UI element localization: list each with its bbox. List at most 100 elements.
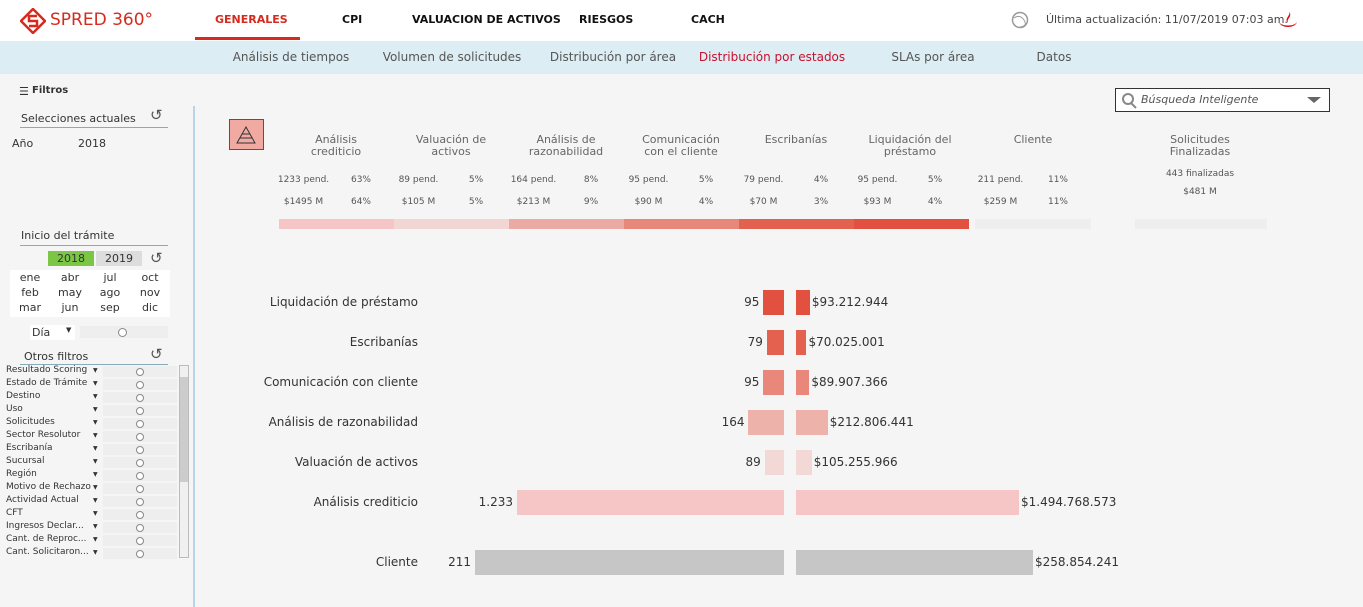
slider-knob <box>136 368 144 376</box>
last-update: Última actualización: 11/07/2019 07:03 a… <box>1046 13 1288 26</box>
filter-name[interactable]: Solicitudes <box>6 417 55 427</box>
nav-tab[interactable]: GENERALES <box>215 13 288 26</box>
stage-strip[interactable] <box>1135 219 1267 229</box>
stage-pending: 1233 pend. <box>277 175 330 185</box>
month-button[interactable]: sep <box>100 301 120 314</box>
amount-bar[interactable] <box>796 330 807 355</box>
count-label: 1.233 <box>478 495 513 509</box>
filter-name[interactable]: Cant. de Reproc... <box>6 534 87 544</box>
stage-name[interactable]: Comunicación con el cliente <box>642 133 720 158</box>
nav-tab[interactable]: RIESGOS <box>579 13 634 26</box>
nav-tab[interactable]: CPI <box>342 13 363 26</box>
stage-name[interactable]: Valuación de activos <box>415 133 487 158</box>
stage-amount: $70 M <box>749 197 778 207</box>
filter-name[interactable]: Región <box>6 469 37 479</box>
filter-name[interactable]: Escribanía <box>6 443 53 453</box>
filter-name[interactable]: Destino <box>6 391 41 401</box>
filter-name[interactable]: Actividad Actual <box>6 495 79 505</box>
sub-tab[interactable]: Distribución por estados <box>698 50 846 64</box>
month-button[interactable]: dic <box>141 301 159 314</box>
stage-name[interactable]: Solicitudes Finalizadas <box>1169 133 1231 158</box>
month-button[interactable]: feb <box>21 286 39 299</box>
filter-name[interactable]: Motivo de Rechazo <box>6 482 91 492</box>
filter-name[interactable]: Ingresos Declar... <box>6 521 84 531</box>
sub-tab[interactable]: Distribución por área <box>549 50 677 64</box>
month-button[interactable]: nov <box>139 286 161 299</box>
amount-bar[interactable] <box>796 370 810 395</box>
stage-pending: 79 pend. <box>743 175 784 185</box>
nav-tab[interactable]: VALUACION DE ACTIVOS <box>412 13 561 26</box>
stage-strip[interactable] <box>394 219 509 229</box>
filter-name[interactable]: Sector Resolutor <box>6 430 81 440</box>
count-bar[interactable] <box>763 290 784 315</box>
row-label: Escribanías <box>349 335 418 349</box>
filter-name[interactable]: Estado de Trámite <box>6 378 88 388</box>
dropdown-arrow: ▼ <box>66 326 72 334</box>
amount-bar[interactable] <box>796 450 812 475</box>
sub-tab[interactable]: Análisis de tiempos <box>232 50 350 64</box>
day-select[interactable]: Día <box>30 325 75 340</box>
sub-tab[interactable]: Datos <box>1036 50 1072 64</box>
sub-tab[interactable]: SLAs por área <box>891 50 975 64</box>
nav-tab[interactable]: CACH <box>691 13 725 26</box>
year-button[interactable]: 2018 <box>48 251 94 266</box>
amount-label: $212.806.441 <box>829 415 914 429</box>
filter-name[interactable]: Cant. Solicitaron... <box>6 547 89 557</box>
count-bar[interactable] <box>517 490 784 515</box>
stage-name[interactable]: Cliente <box>1013 133 1053 146</box>
stage-strip[interactable] <box>854 219 969 229</box>
count-bar[interactable] <box>766 330 784 355</box>
stage-strip[interactable] <box>509 219 624 229</box>
amount-bar[interactable] <box>796 290 810 315</box>
amount-bar[interactable] <box>796 550 1033 575</box>
year-button[interactable]: 2019 <box>96 251 142 266</box>
filter-name[interactable]: Resultado Scoring <box>6 365 88 375</box>
stage-strip[interactable] <box>975 219 1091 229</box>
filters-title[interactable]: Filtros <box>32 85 69 96</box>
month-button[interactable]: jul <box>103 271 117 284</box>
count-bar[interactable] <box>764 450 784 475</box>
stage-name[interactable]: Liquidación del préstamo <box>868 133 952 158</box>
stage-name[interactable]: Análisis de razonabilidad <box>528 133 604 158</box>
stage-name[interactable]: Escribanías <box>764 133 828 146</box>
filter-name[interactable]: CFT <box>6 508 23 518</box>
reset-button[interactable]: ↺ <box>150 249 163 267</box>
reset-button[interactable]: ↺ <box>150 106 163 124</box>
stage-pct: 4% <box>927 197 943 207</box>
amount-bar[interactable] <box>796 490 1019 515</box>
search-box[interactable] <box>1115 88 1330 112</box>
month-button[interactable]: ene <box>19 271 41 284</box>
count-bar[interactable] <box>748 410 784 435</box>
filter-name[interactable]: Sucursal <box>6 456 45 466</box>
stage-strip[interactable] <box>279 219 394 229</box>
row-label: Análisis de razonabilidad <box>268 415 418 429</box>
search-placeholder[interactable]: Búsqueda Inteligente <box>1141 93 1259 106</box>
stage-strip[interactable] <box>624 219 739 229</box>
dropdown-arrow: ▼ <box>93 380 98 387</box>
stage-name[interactable]: Análisis crediticio <box>310 133 362 158</box>
view-icon[interactable] <box>229 119 264 150</box>
stage-pct: 11% <box>1047 197 1068 207</box>
label: Otros filtros <box>24 350 89 363</box>
sub-tab[interactable]: Volumen de solicitudes <box>382 50 522 64</box>
tab-underline <box>195 37 300 40</box>
amount-label: $70.025.001 <box>808 335 885 349</box>
count-bar[interactable] <box>475 550 784 575</box>
scroll-thumb[interactable] <box>180 377 188 482</box>
month-button[interactable]: may <box>58 286 82 299</box>
count-bar[interactable] <box>763 370 784 395</box>
month-button[interactable]: oct <box>141 271 159 284</box>
month-grid <box>10 270 170 317</box>
stage-pending: 211 pend. <box>977 175 1024 185</box>
filter-name[interactable]: Uso <box>6 404 23 414</box>
amount-label: $105.255.966 <box>813 455 898 469</box>
month-button[interactable]: jun <box>61 301 79 314</box>
globe-icon[interactable] <box>1011 11 1029 29</box>
reset-button[interactable]: ↺ <box>150 345 163 363</box>
month-button[interactable]: mar <box>19 301 41 314</box>
bank-logo <box>1279 10 1297 27</box>
amount-bar[interactable] <box>796 410 828 435</box>
stage-strip[interactable] <box>739 219 854 229</box>
month-button[interactable]: ago <box>99 286 121 299</box>
month-button[interactable]: abr <box>60 271 80 284</box>
